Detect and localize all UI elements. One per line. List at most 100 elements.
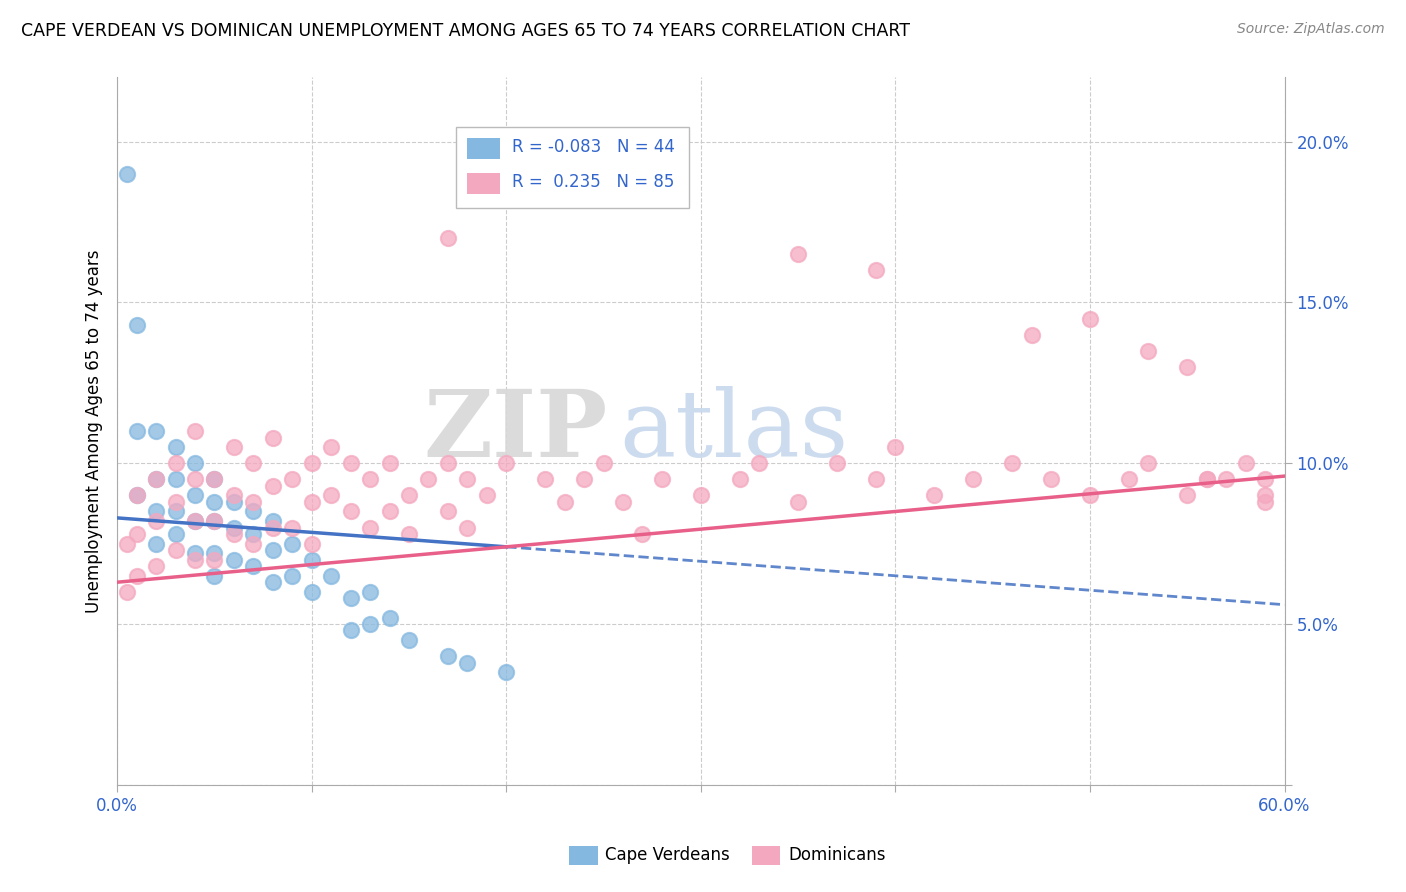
Point: [145, 504, 167, 518]
Point: [787, 247, 810, 261]
Point: [222, 527, 245, 541]
Point: [1137, 456, 1160, 470]
Point: [1254, 488, 1277, 502]
Point: [301, 585, 323, 599]
Point: [398, 633, 420, 648]
Point: [262, 543, 284, 558]
Point: [378, 610, 401, 624]
Point: [1254, 472, 1277, 486]
Point: [339, 456, 361, 470]
Point: [884, 440, 907, 454]
Point: [204, 546, 226, 560]
Point: [437, 504, 460, 518]
Text: Dominicans: Dominicans: [789, 846, 886, 863]
Point: [242, 559, 264, 574]
Point: [1175, 359, 1198, 374]
Text: R =  0.235   N = 85: R = 0.235 N = 85: [512, 173, 673, 191]
Point: [262, 575, 284, 590]
Point: [165, 527, 187, 541]
Point: [437, 231, 460, 245]
Point: [572, 472, 595, 486]
Point: [1234, 456, 1257, 470]
Text: CAPE VERDEAN VS DOMINICAN UNEMPLOYMENT AMONG AGES 65 TO 74 YEARS CORRELATION CHA: CAPE VERDEAN VS DOMINICAN UNEMPLOYMENT A…: [21, 22, 910, 40]
Point: [321, 488, 343, 502]
Point: [184, 424, 207, 438]
Point: [1021, 327, 1043, 342]
Point: [115, 536, 138, 550]
Point: [339, 504, 361, 518]
Point: [1137, 343, 1160, 358]
Point: [689, 488, 711, 502]
Point: [262, 514, 284, 528]
Point: [437, 456, 460, 470]
Point: [125, 488, 148, 502]
Point: [962, 472, 984, 486]
Point: [1078, 488, 1101, 502]
Point: [339, 624, 361, 638]
Point: [125, 318, 148, 332]
Point: [1001, 456, 1024, 470]
Point: [359, 585, 381, 599]
Point: [145, 536, 167, 550]
Point: [184, 488, 207, 502]
Text: atlas: atlas: [619, 386, 848, 476]
Point: [242, 504, 264, 518]
Point: [204, 552, 226, 566]
FancyBboxPatch shape: [467, 137, 501, 159]
Point: [222, 520, 245, 534]
Point: [184, 552, 207, 566]
Point: [1195, 472, 1218, 486]
Point: [495, 665, 517, 680]
Point: [242, 456, 264, 470]
Point: [204, 568, 226, 582]
Point: [728, 472, 751, 486]
Text: R = -0.083   N = 44: R = -0.083 N = 44: [512, 137, 675, 156]
Point: [475, 488, 498, 502]
Point: [204, 472, 226, 486]
Point: [612, 495, 634, 509]
Point: [165, 472, 187, 486]
Point: [631, 527, 654, 541]
Point: [281, 472, 304, 486]
Point: [456, 656, 478, 670]
Point: [418, 472, 440, 486]
Point: [359, 520, 381, 534]
Point: [115, 167, 138, 181]
Point: [437, 649, 460, 664]
Point: [125, 568, 148, 582]
Point: [495, 456, 517, 470]
Point: [321, 440, 343, 454]
Point: [924, 488, 946, 502]
Point: [1040, 472, 1063, 486]
Point: [748, 456, 770, 470]
Point: [281, 568, 304, 582]
Point: [787, 495, 810, 509]
Point: [398, 527, 420, 541]
Point: [242, 536, 264, 550]
Point: [825, 456, 848, 470]
Point: [1195, 472, 1218, 486]
Point: [301, 456, 323, 470]
Point: [145, 472, 167, 486]
Point: [534, 472, 557, 486]
Point: [145, 424, 167, 438]
Point: [125, 527, 148, 541]
Point: [262, 431, 284, 445]
Point: [204, 514, 226, 528]
Point: [184, 456, 207, 470]
Point: [554, 495, 576, 509]
Point: [145, 559, 167, 574]
Point: [145, 514, 167, 528]
Point: [125, 488, 148, 502]
Point: [1118, 472, 1140, 486]
Text: Cape Verdeans: Cape Verdeans: [605, 846, 730, 863]
Point: [1078, 311, 1101, 326]
Point: [125, 424, 148, 438]
Point: [165, 440, 187, 454]
Point: [1215, 472, 1237, 486]
Point: [204, 514, 226, 528]
Point: [222, 552, 245, 566]
Point: [865, 472, 887, 486]
Point: [398, 488, 420, 502]
Point: [242, 495, 264, 509]
